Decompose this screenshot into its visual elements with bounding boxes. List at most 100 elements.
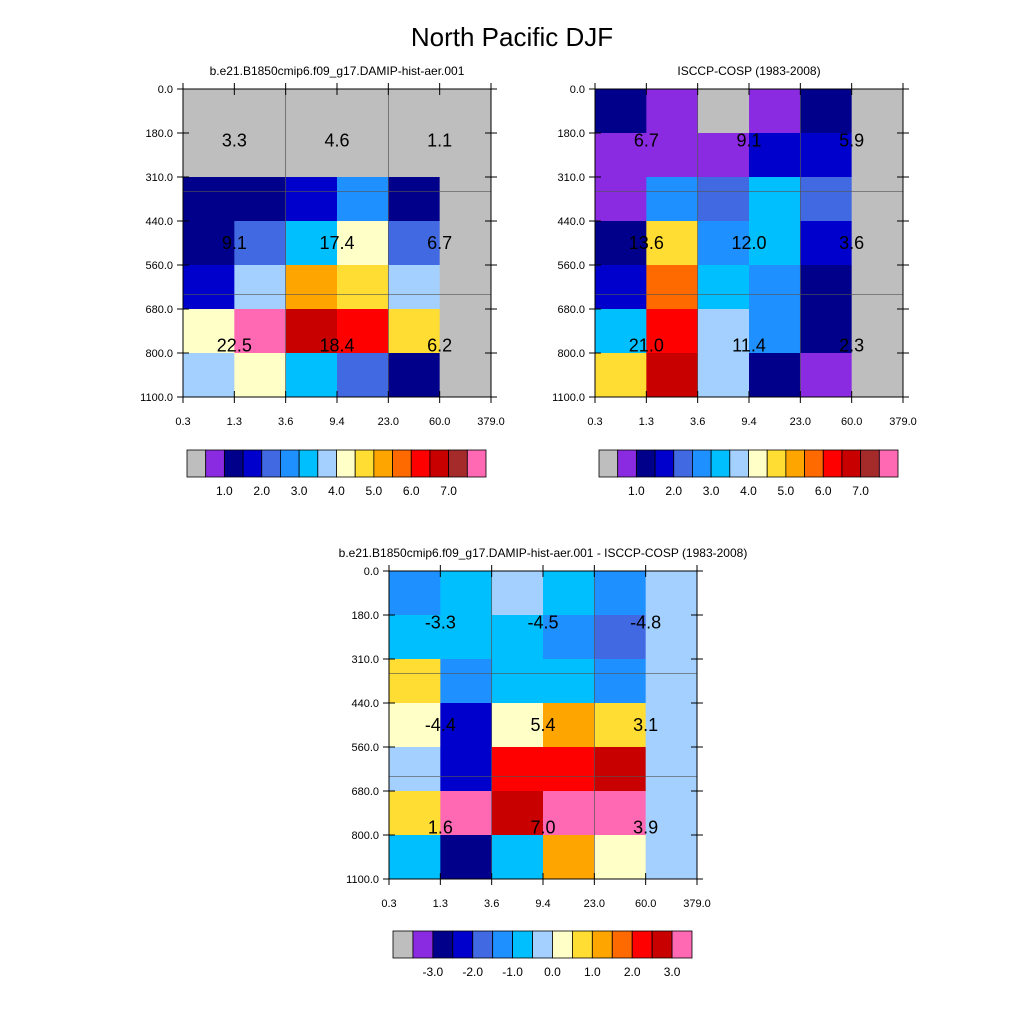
heatmap-cell — [851, 265, 904, 310]
box-value-label: 9.1 — [222, 233, 247, 253]
colorbar-swatch — [572, 930, 593, 959]
colorbar-swatch — [354, 449, 375, 478]
box-value-label: 17.4 — [319, 233, 354, 253]
heatmap-cell — [595, 89, 647, 134]
colorbar-swatch — [631, 930, 653, 959]
y-tick-label: 310.0 — [145, 172, 173, 184]
heatmap-cell — [851, 220, 904, 266]
colorbar-label: 2.0 — [665, 484, 682, 498]
heatmap-cell — [439, 309, 492, 354]
colorbar-swatch — [280, 449, 300, 478]
heatmap-cell — [800, 309, 853, 354]
heatmap-cell — [851, 89, 904, 134]
heatmap-cell — [388, 353, 441, 398]
x-tick-label: 0.3 — [175, 416, 190, 428]
heatmap-cell — [337, 353, 389, 398]
x-tick-label: 0.3 — [587, 416, 602, 428]
heatmap-cell — [388, 309, 441, 354]
heatmap-cell — [646, 132, 699, 178]
y-tick-label: 680.0 — [145, 304, 173, 316]
colorbar-label: 6.0 — [815, 484, 832, 498]
box-value-label: 12.0 — [731, 233, 766, 253]
colorbar-swatch — [512, 930, 533, 959]
colorbar-swatch — [448, 449, 468, 478]
heatmap-cell — [595, 176, 647, 222]
colorbar-label: 7.0 — [440, 484, 457, 498]
y-tick-label: 0.0 — [364, 566, 379, 578]
heatmap-cell — [851, 176, 904, 222]
box-value-label: -4.8 — [630, 612, 661, 632]
colorbar-swatch — [617, 449, 637, 478]
colorbar-label: 3.0 — [664, 965, 681, 979]
heatmap-cell — [285, 176, 338, 222]
x-tick-label: 3.6 — [278, 416, 293, 428]
x-tick-label: 60.0 — [635, 898, 656, 910]
heatmap-cell — [646, 176, 699, 222]
heatmap-cell — [646, 265, 699, 310]
heatmap-cell — [389, 614, 441, 660]
heatmap-cell — [851, 132, 904, 178]
colorbar-swatch — [860, 449, 880, 478]
colorbar-swatch — [552, 930, 573, 959]
heatmap-cell — [646, 353, 699, 398]
colorbar-swatch — [532, 930, 553, 959]
y-tick-label: 1100.0 — [140, 392, 173, 404]
heatmap-cell — [851, 353, 904, 398]
box-value-label: 6.2 — [427, 336, 452, 356]
x-tick-label: 1.3 — [227, 416, 242, 428]
heatmap-panel-3: b.e21.B1850cmip6.f09_g17.DAMIP-hist-aer.… — [339, 546, 748, 979]
heatmap-cell — [697, 265, 750, 310]
heatmap-cell — [594, 658, 647, 704]
colorbar-swatch — [492, 930, 513, 959]
heatmap-cell — [800, 176, 853, 222]
colorbar-swatch — [452, 930, 474, 959]
heatmap-cell — [800, 353, 853, 398]
colorbar-swatch — [785, 449, 805, 478]
box-value-label: 6.7 — [427, 233, 452, 253]
heatmap-cell — [183, 265, 235, 310]
colorbar-label: 4.0 — [740, 484, 757, 498]
heatmap-cell — [337, 265, 389, 310]
heatmap-cell — [800, 89, 853, 134]
y-tick-label: 560.0 — [557, 260, 585, 272]
y-tick-label: 0.0 — [158, 84, 173, 96]
colorbar-swatch — [432, 930, 454, 959]
heatmap-cell — [183, 353, 235, 398]
heatmap-cell — [388, 132, 441, 178]
heatmap-cell — [697, 132, 750, 178]
y-tick-label: 1100.0 — [346, 874, 379, 886]
heatmap-cell — [491, 571, 544, 616]
colorbar-swatch — [766, 449, 787, 478]
panel-title: b.e21.B1850cmip6.f09_g17.DAMIP-hist-aer.… — [339, 546, 748, 560]
colorbar-swatch — [392, 449, 412, 478]
x-tick-label: 9.4 — [535, 898, 550, 910]
heatmap-cell — [389, 658, 441, 704]
x-tick-label: 23.0 — [790, 416, 811, 428]
heatmap-cell — [234, 309, 287, 354]
box-value-label: 5.9 — [839, 130, 864, 150]
heatmap-cell — [646, 309, 699, 354]
heatmap-cell — [285, 132, 338, 178]
heatmap-cell — [337, 176, 389, 222]
heatmap-cell — [851, 309, 904, 354]
heatmap-cell — [183, 132, 235, 178]
box-value-label: 6.7 — [634, 130, 659, 150]
colorbar-label: 5.0 — [366, 484, 383, 498]
heatmap-cell — [183, 176, 235, 222]
box-value-label: 1.1 — [427, 130, 452, 150]
colorbar-swatch — [878, 449, 899, 478]
heatmap-cell — [389, 835, 441, 880]
heatmap-cell — [800, 220, 853, 266]
heatmap-cell — [543, 702, 595, 748]
y-tick-label: 180.0 — [145, 128, 173, 140]
y-tick-label: 440.0 — [145, 216, 173, 228]
box-value-label: 3.1 — [633, 715, 658, 735]
heatmap-cell — [595, 353, 647, 398]
heatmap-cell — [749, 265, 801, 310]
heatmap-cell — [749, 353, 801, 398]
heatmap-cell — [388, 89, 441, 134]
heatmap-cell — [645, 835, 698, 880]
colorbar-swatch — [804, 449, 824, 478]
